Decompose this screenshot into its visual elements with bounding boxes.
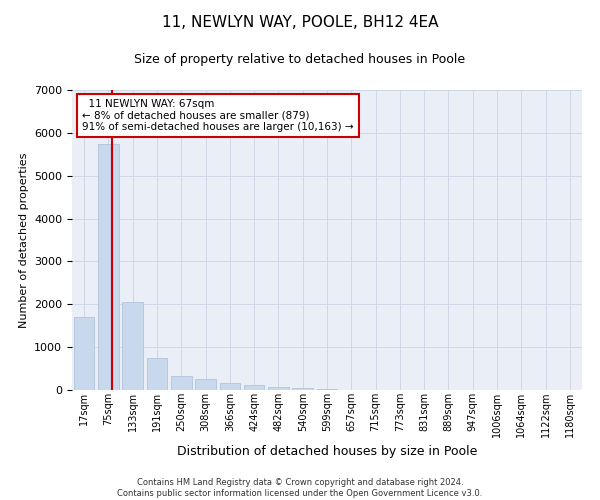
Text: Contains HM Land Registry data © Crown copyright and database right 2024.
Contai: Contains HM Land Registry data © Crown c… — [118, 478, 482, 498]
Bar — [74, 317, 94, 390]
Bar — [122, 302, 143, 390]
Text: 11 NEWLYN WAY: 67sqm  
← 8% of detached houses are smaller (879)
91% of semi-det: 11 NEWLYN WAY: 67sqm ← 8% of detached ho… — [82, 99, 354, 132]
Bar — [244, 386, 265, 390]
Bar — [292, 388, 313, 390]
Bar — [146, 358, 167, 390]
Bar — [98, 144, 119, 390]
Bar — [220, 383, 240, 390]
Bar — [171, 376, 191, 390]
Text: 11, NEWLYN WAY, POOLE, BH12 4EA: 11, NEWLYN WAY, POOLE, BH12 4EA — [162, 15, 438, 30]
Bar — [317, 389, 337, 390]
Y-axis label: Number of detached properties: Number of detached properties — [19, 152, 29, 328]
X-axis label: Distribution of detached houses by size in Poole: Distribution of detached houses by size … — [177, 445, 477, 458]
Bar — [195, 379, 216, 390]
Bar — [268, 386, 289, 390]
Text: Size of property relative to detached houses in Poole: Size of property relative to detached ho… — [134, 52, 466, 66]
